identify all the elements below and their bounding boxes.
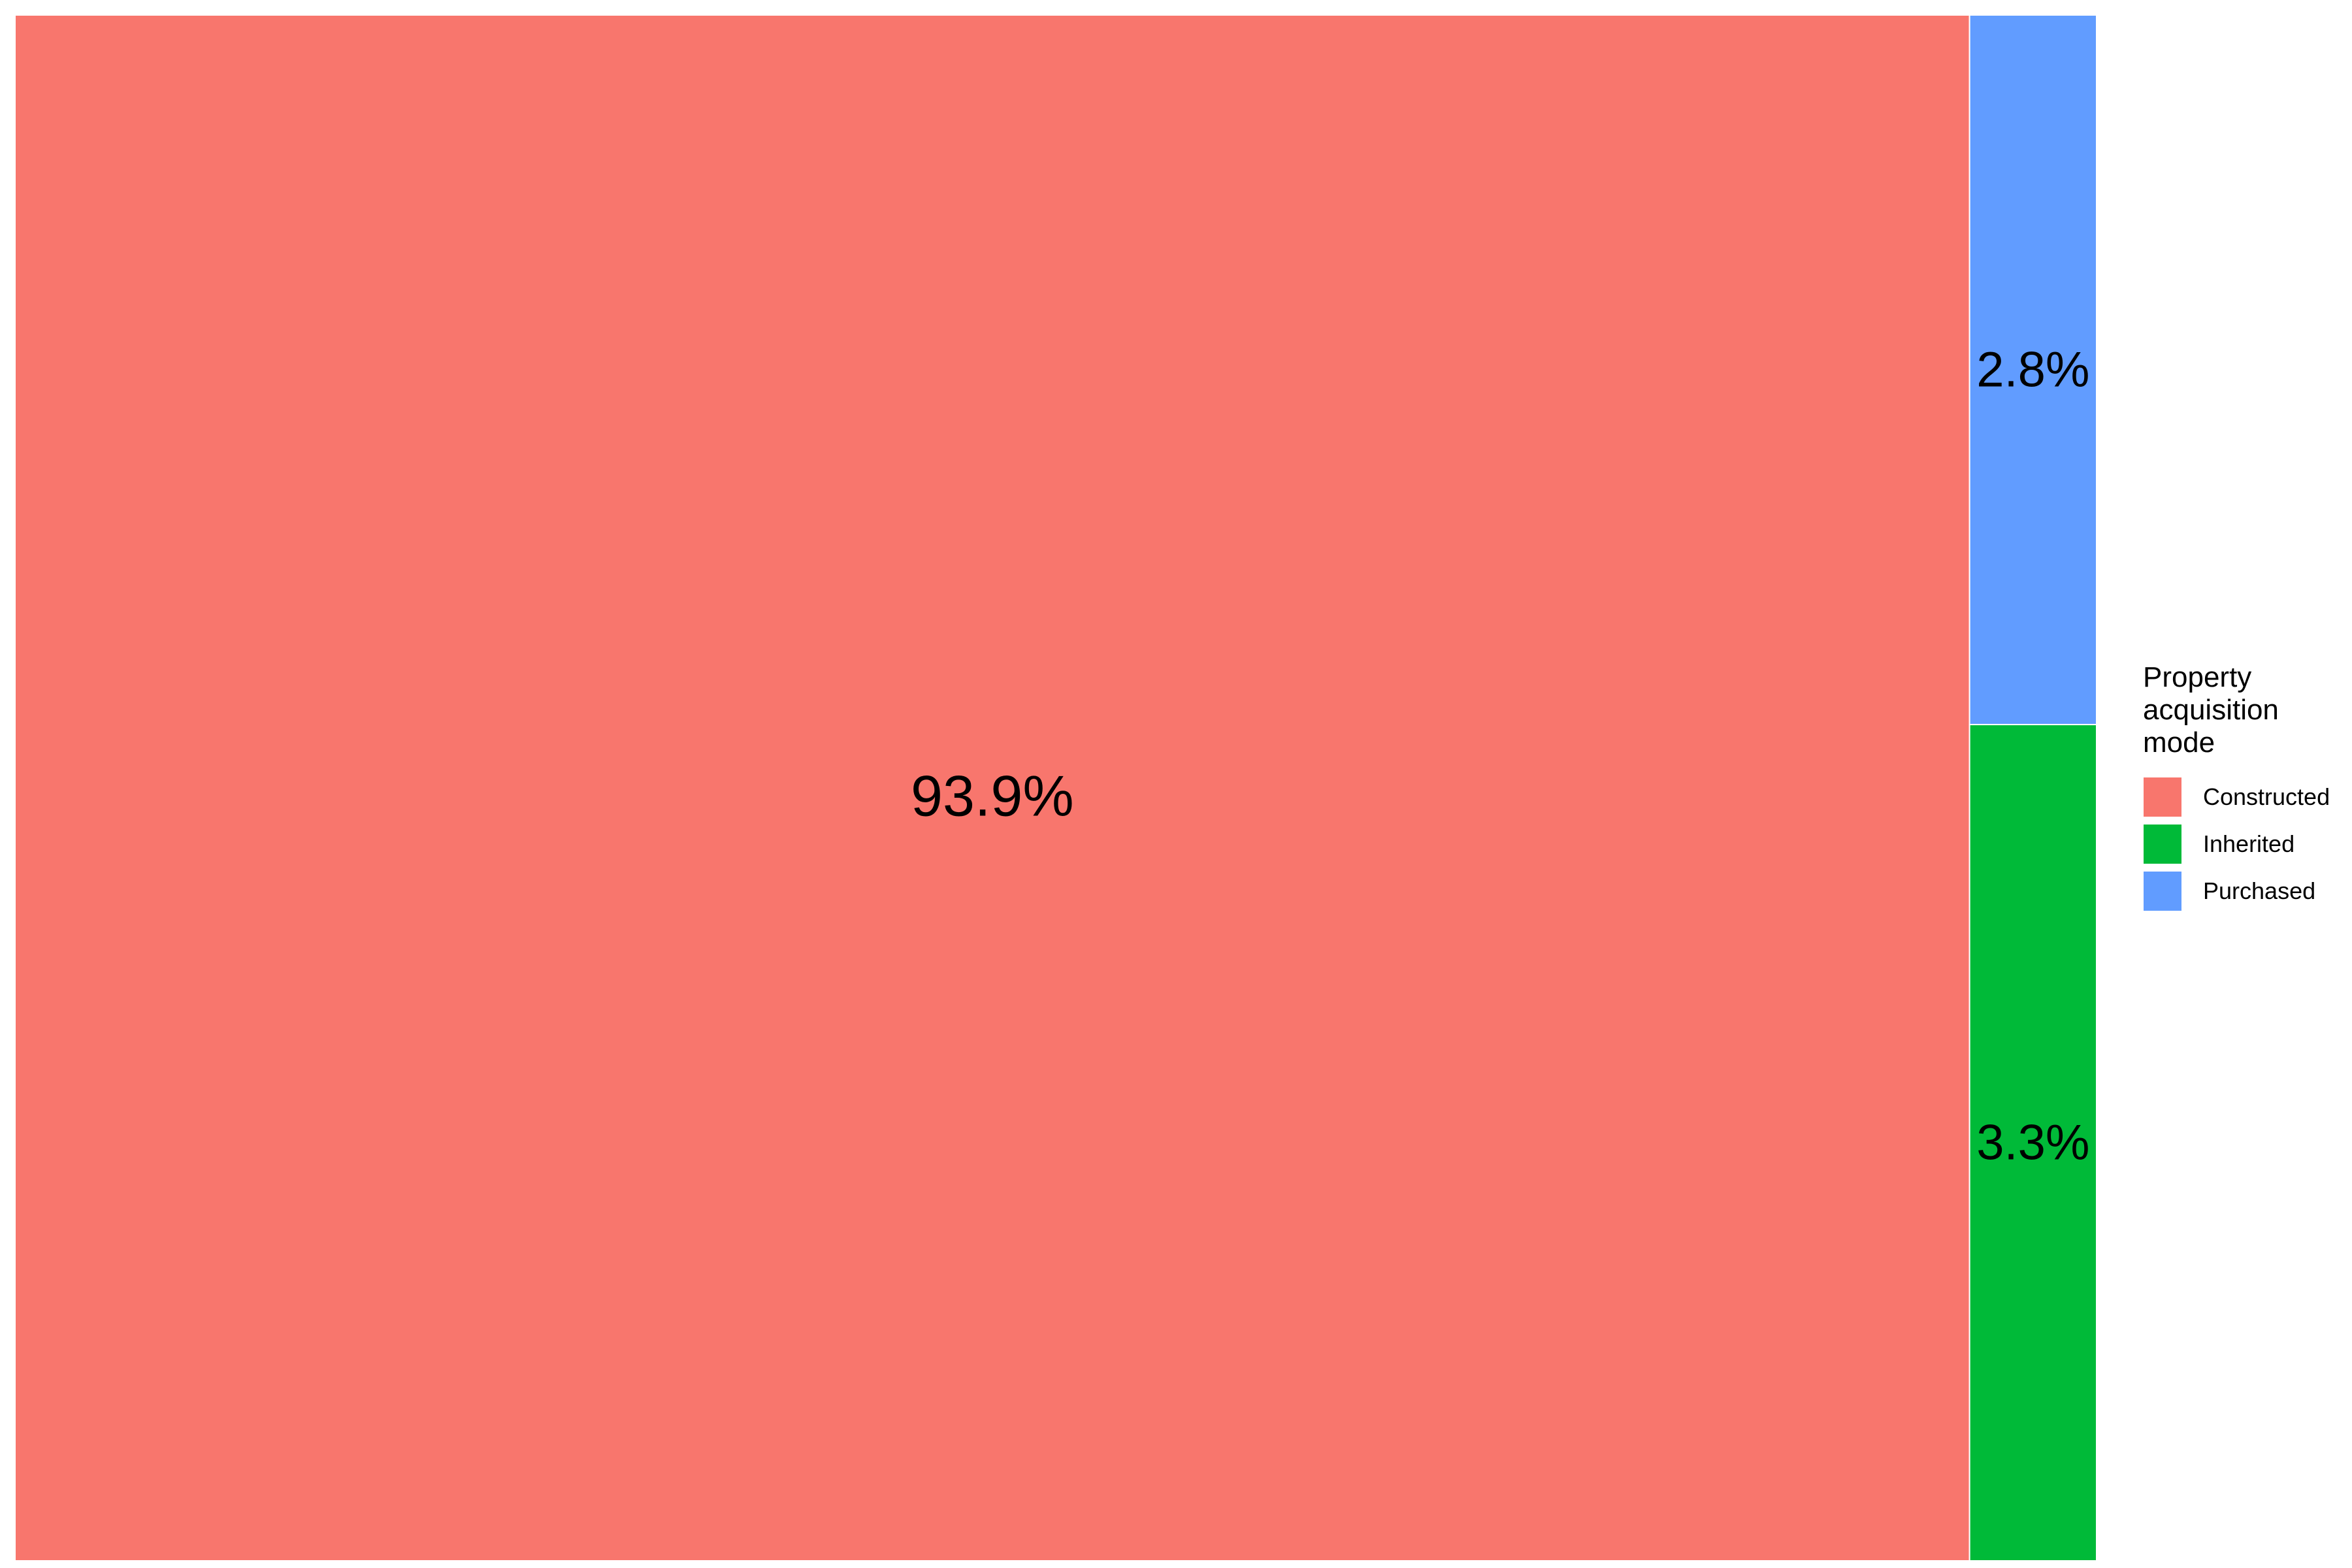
legend-item-inherited: Inherited bbox=[2142, 821, 2352, 868]
legend-key-purchased bbox=[2142, 870, 2183, 913]
tile-label-purchased: 2.8% bbox=[1976, 342, 2089, 398]
legend-label-constructed: Constructed bbox=[2203, 783, 2330, 810]
tile-inherited bbox=[1968, 724, 2098, 1561]
legend-key-inherited bbox=[2142, 823, 2183, 866]
legend-label-inherited: Inherited bbox=[2203, 830, 2295, 857]
tile-label-constructed: 93.9% bbox=[911, 763, 1074, 828]
legend-item-purchased: Purchased bbox=[2142, 868, 2352, 915]
legend-title: Property acquisition mode bbox=[2143, 661, 2279, 759]
legend-label-purchased: Purchased bbox=[2203, 877, 2316, 904]
legend: Property acquisition mode Constructed In… bbox=[2142, 661, 2352, 915]
legend-item-constructed: Constructed bbox=[2142, 774, 2352, 821]
tile-label-inherited: 3.3% bbox=[1976, 1115, 2089, 1171]
tile-purchased bbox=[1968, 14, 2098, 726]
legend-key-constructed bbox=[2142, 776, 2183, 819]
treemap-tiles: 93.9% 2.8% 3.3% bbox=[14, 14, 2098, 1561]
tile-constructed bbox=[14, 14, 1970, 1561]
